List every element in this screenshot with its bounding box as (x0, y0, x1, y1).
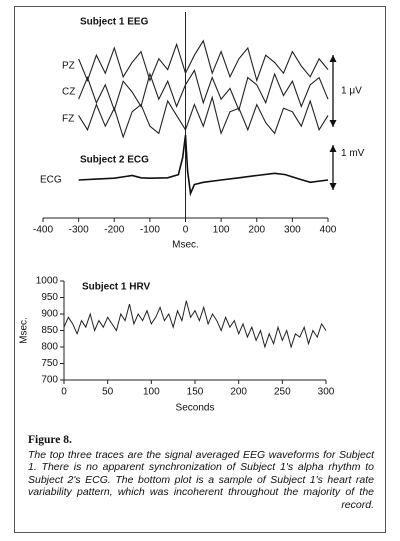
arrow-head (329, 120, 337, 127)
trace (78, 95, 329, 139)
x-tick-label: 0 (183, 225, 189, 236)
x-tick-label: 150 (187, 387, 204, 398)
trace (78, 39, 329, 83)
x-tick-label: -400 (33, 225, 53, 236)
trace-label: FZ (62, 114, 74, 125)
scale-bar-label: 1 mV (341, 148, 365, 159)
figure-frame (14, 6, 386, 533)
x-axis-label: Seconds (176, 403, 215, 414)
y-tick-label: 850 (41, 325, 58, 336)
y-tick-label: 700 (41, 375, 58, 386)
arrow-head (329, 55, 337, 62)
hrv-line (63, 300, 327, 349)
trace (78, 69, 329, 112)
x-tick-label: 300 (284, 225, 301, 236)
x-tick-label: 250 (274, 387, 291, 398)
annotation: Subject 2 ECG (80, 155, 149, 166)
scale-bar-label: 1 μV (341, 86, 362, 97)
x-tick-label: 100 (213, 225, 230, 236)
x-tick-label: 100 (143, 387, 160, 398)
arrow-head (329, 183, 337, 190)
x-tick-label: 400 (320, 225, 337, 236)
figure: Subject 1 EEG Subject 2 ECG -400 -300 -200 -1… (19, 12, 365, 414)
x-tick-label: 200 (248, 225, 265, 236)
chart-title: Subject 1 HRV (82, 282, 150, 293)
trace-label: CZ (62, 87, 75, 98)
trace (78, 134, 329, 197)
chart-title: Subject 1 EEG (80, 17, 149, 28)
x-tick-label: 200 (230, 387, 247, 398)
y-tick-label: 900 (41, 309, 58, 320)
caption: Figure 8. The top three traces are the s… (28, 434, 374, 511)
y-tick-label: 950 (41, 292, 58, 303)
trace-label: ECG (40, 175, 62, 186)
x-tick-label: 300 (318, 387, 335, 398)
x-tick-label: 0 (61, 387, 67, 398)
x-tick-label: 50 (102, 387, 114, 398)
x-tick-label: -300 (69, 225, 89, 236)
y-tick-label: 800 (41, 342, 58, 353)
caption-title: Figure 8. (28, 434, 72, 446)
x-tick-label: -200 (104, 225, 124, 236)
caption-text: The top three traces are the signal aver… (28, 448, 374, 511)
y-tick-label: 1000 (36, 276, 59, 287)
arrow-head (329, 145, 337, 152)
x-tick-label: -100 (140, 225, 160, 236)
y-axis-label: Msec. (19, 317, 30, 344)
x-axis-label: Msec. (172, 240, 199, 251)
y-tick-label: 750 (41, 358, 58, 369)
trace-label: PZ (62, 61, 75, 72)
